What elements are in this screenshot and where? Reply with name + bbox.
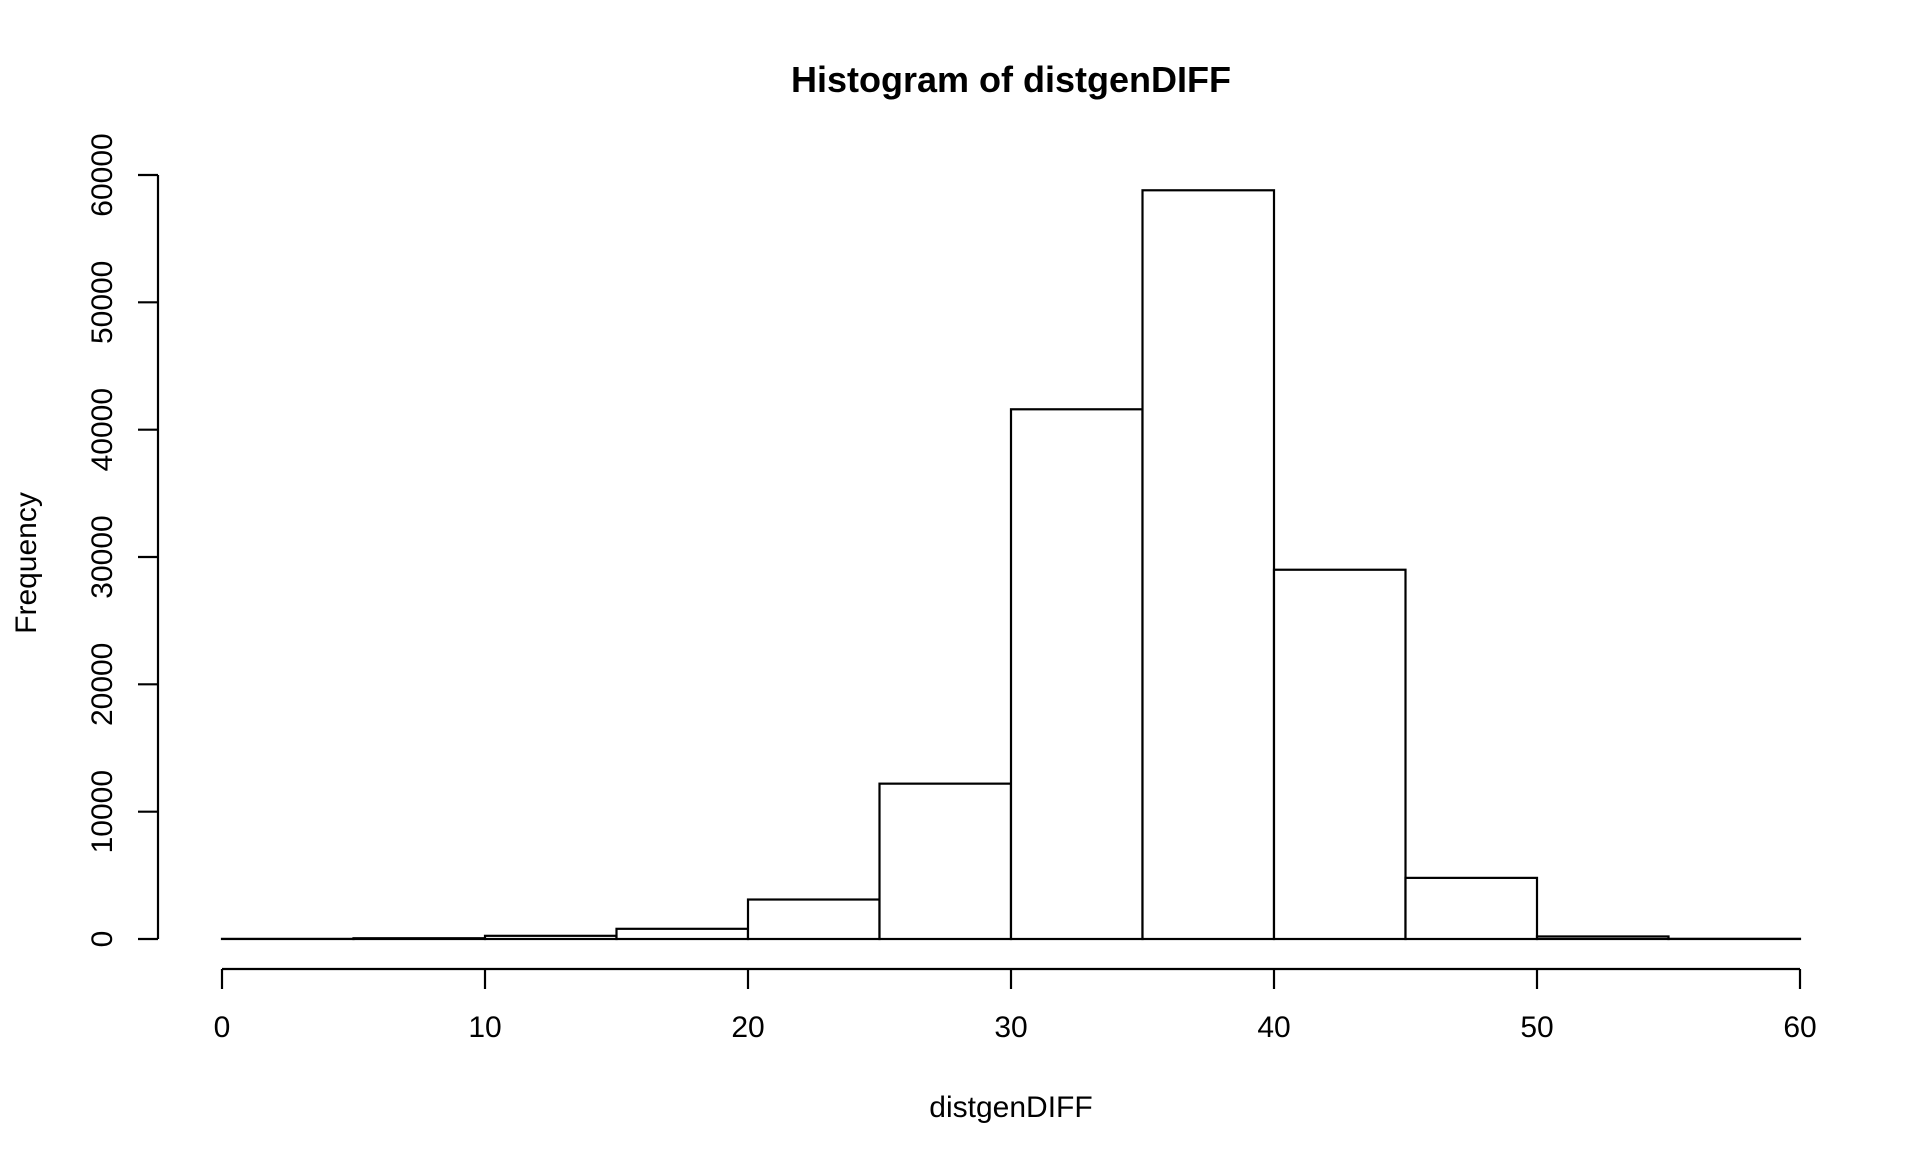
y-tick-label-50000: 50000 [86, 261, 119, 344]
x-tick-label-0: 0 [214, 1011, 231, 1044]
x-tick-label-30: 30 [994, 1011, 1027, 1044]
y-tick-label-20000: 20000 [86, 643, 119, 726]
x-tick-label-10: 10 [468, 1011, 501, 1044]
y-axis: 0 10000 20000 30000 40000 50000 60000 [86, 133, 158, 947]
y-axis-label: Frequency [10, 492, 43, 634]
histogram-bar-25-30 [880, 784, 1012, 939]
y-tick-label-10000: 10000 [86, 770, 119, 853]
x-axis-label: distgenDIFF [929, 1091, 1092, 1124]
histogram-bar-40-45 [1274, 570, 1406, 939]
histogram-bar-5-10 [354, 938, 486, 939]
y-tick-label-0: 0 [86, 931, 119, 948]
y-tick-label-60000: 60000 [86, 133, 119, 216]
x-tick-label-40: 40 [1257, 1011, 1290, 1044]
histogram-bar-35-40 [1143, 190, 1275, 939]
histogram-bar-20-25 [748, 900, 880, 939]
histogram-bar-15-20 [617, 929, 749, 939]
chart-title: Histogram of distgenDIFF [791, 59, 1231, 100]
x-tick-label-20: 20 [731, 1011, 764, 1044]
y-tick-label-40000: 40000 [86, 388, 119, 471]
histogram-bars [222, 190, 1800, 939]
histogram-bar-50-55 [1537, 936, 1669, 939]
x-tick-label-60: 60 [1783, 1011, 1816, 1044]
x-axis: 0 10 20 30 40 50 60 [214, 969, 1817, 1044]
x-tick-label-50: 50 [1520, 1011, 1553, 1044]
y-tick-label-30000: 30000 [86, 515, 119, 598]
histogram-bar-45-50 [1406, 878, 1538, 939]
histogram-bar-30-35 [1011, 409, 1143, 939]
histogram-bar-10-15 [485, 936, 617, 939]
